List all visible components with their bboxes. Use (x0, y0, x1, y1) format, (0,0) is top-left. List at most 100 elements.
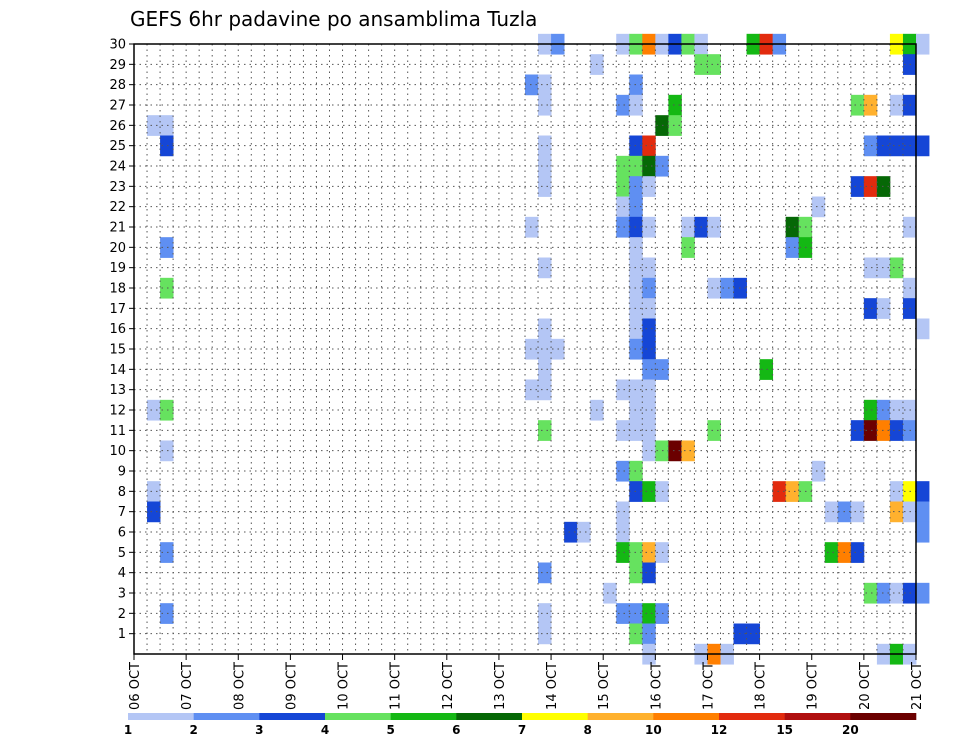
heatmap-cell (642, 379, 656, 401)
heatmap-cell (785, 216, 800, 238)
heatmap-cell (538, 562, 552, 584)
heatmap-cell (538, 623, 552, 645)
heatmap-cell (772, 481, 787, 502)
legend-swatch (325, 713, 391, 720)
x-tick-label: 09 OCT (284, 662, 299, 710)
y-tick-label: 27 (109, 99, 126, 114)
heatmap-cell (916, 135, 930, 157)
heatmap-cell (642, 338, 656, 360)
y-tick-label: 3 (118, 587, 126, 602)
heatmap-cell (876, 298, 891, 319)
heatmap-cell (876, 176, 891, 197)
heatmap-cell (707, 216, 721, 238)
heatmap-cell (616, 196, 630, 218)
y-axis: 1234567891011121314151617181920212223242… (109, 38, 134, 642)
heatmap-cell (889, 481, 904, 502)
y-tick-label: 15 (109, 343, 126, 358)
legend-tick-label: 8 (583, 723, 591, 737)
x-axis: 06 OCT 07 OCT 08 OCT 09 OCT 10 OCT 11 OCT 12 O… (128, 654, 925, 710)
chart-title: GEFS 6hr padavine po ansamblima Tuzla (130, 7, 537, 31)
heatmap-cell (746, 623, 760, 645)
y-tick-label: 1 (118, 627, 126, 642)
y-tick-label: 8 (118, 485, 126, 500)
heatmap-cell (811, 196, 826, 218)
x-tick-label: 08 OCT (232, 662, 247, 710)
x-tick-label: 14 OCT (545, 662, 560, 710)
legend-tick-label: 5 (386, 723, 394, 737)
x-tick-label: 10 OCT (337, 662, 352, 710)
legend-tick-label: 3 (255, 723, 263, 737)
heatmap-cell (863, 298, 878, 319)
heatmap-cell (616, 155, 630, 177)
heatmap-cell (564, 521, 578, 543)
legend-tick-label: 7 (518, 723, 526, 737)
heatmap-cell (863, 94, 878, 116)
x-tick-label: 17 OCT (701, 662, 716, 710)
heatmap-cell (616, 501, 630, 523)
heatmap-cell (616, 460, 630, 482)
heatmap-cell (642, 277, 656, 299)
y-tick-label: 7 (118, 505, 126, 520)
legend-swatch (128, 713, 194, 720)
heatmap-cell (642, 135, 656, 157)
legend-swatch (653, 713, 720, 720)
heatmap-cell (616, 542, 630, 563)
y-tick-label: 20 (109, 241, 126, 256)
heatmap-cell (525, 338, 539, 360)
heatmap-cell (160, 603, 174, 624)
y-tick-label: 21 (109, 221, 126, 236)
x-tick-label: 16 OCT (649, 662, 664, 710)
legend-tick-label: 12 (711, 723, 728, 737)
heatmap-cell (577, 521, 591, 543)
heatmap-cell (889, 135, 904, 157)
x-tick-label: 06 OCT (128, 662, 143, 710)
heatmap-cell (759, 359, 774, 380)
legend-swatch (456, 713, 523, 720)
heatmap-cell (824, 542, 839, 563)
legend-swatch (784, 713, 851, 720)
heatmap-cell (147, 481, 161, 502)
heatmap-cell (642, 257, 656, 279)
y-tick-label: 29 (109, 58, 126, 73)
heatmap-cell (889, 94, 904, 116)
heatmap-cell (525, 216, 539, 238)
heatmap-cell (824, 501, 839, 523)
legend-tick-label: 15 (776, 723, 793, 737)
y-tick-label: 6 (118, 526, 126, 541)
heatmap-cell (642, 562, 656, 584)
heatmap-cell (538, 420, 552, 441)
heatmap-cell (147, 115, 161, 136)
legend-swatch (259, 713, 326, 720)
heatmap-cell (616, 420, 630, 441)
heatmap-cell (916, 318, 930, 340)
heatmap-cell (538, 94, 552, 116)
heatmap-cell (538, 379, 552, 401)
heatmap-cell (916, 33, 930, 55)
y-tick-label: 24 (109, 160, 126, 175)
heatmap-cell (616, 176, 630, 197)
grid-layer (134, 44, 916, 654)
heatmap-cell (863, 399, 878, 421)
heatmap-cell (160, 277, 174, 299)
color-legend: 1 2 3 4 5 6 7 8 10 12 15 20 (124, 713, 917, 737)
x-tick-label: 07 OCT (180, 662, 195, 710)
heatmap-cell (642, 359, 656, 380)
heatmap-cell (785, 481, 800, 502)
heatmap-cell (616, 94, 630, 116)
heatmap-cell (642, 298, 656, 319)
heatmap-cell (642, 440, 656, 462)
heatmap-cell (850, 176, 865, 197)
legend-tick-label: 1 (124, 723, 132, 737)
x-tick-label: 20 OCT (858, 662, 873, 710)
y-tick-label: 5 (118, 546, 126, 561)
x-tick-label: 13 OCT (493, 662, 508, 710)
x-tick-label: 21 OCT (910, 662, 925, 710)
heatmap-cell (160, 542, 174, 563)
heatmap-cell (889, 399, 904, 421)
heatmap-cell (642, 155, 656, 177)
legend-swatch (719, 713, 785, 720)
heatmap-cell (147, 501, 161, 523)
heatmap-cell (616, 521, 630, 543)
heatmap-cell (538, 135, 552, 157)
x-tick-label: 15 OCT (597, 662, 612, 710)
